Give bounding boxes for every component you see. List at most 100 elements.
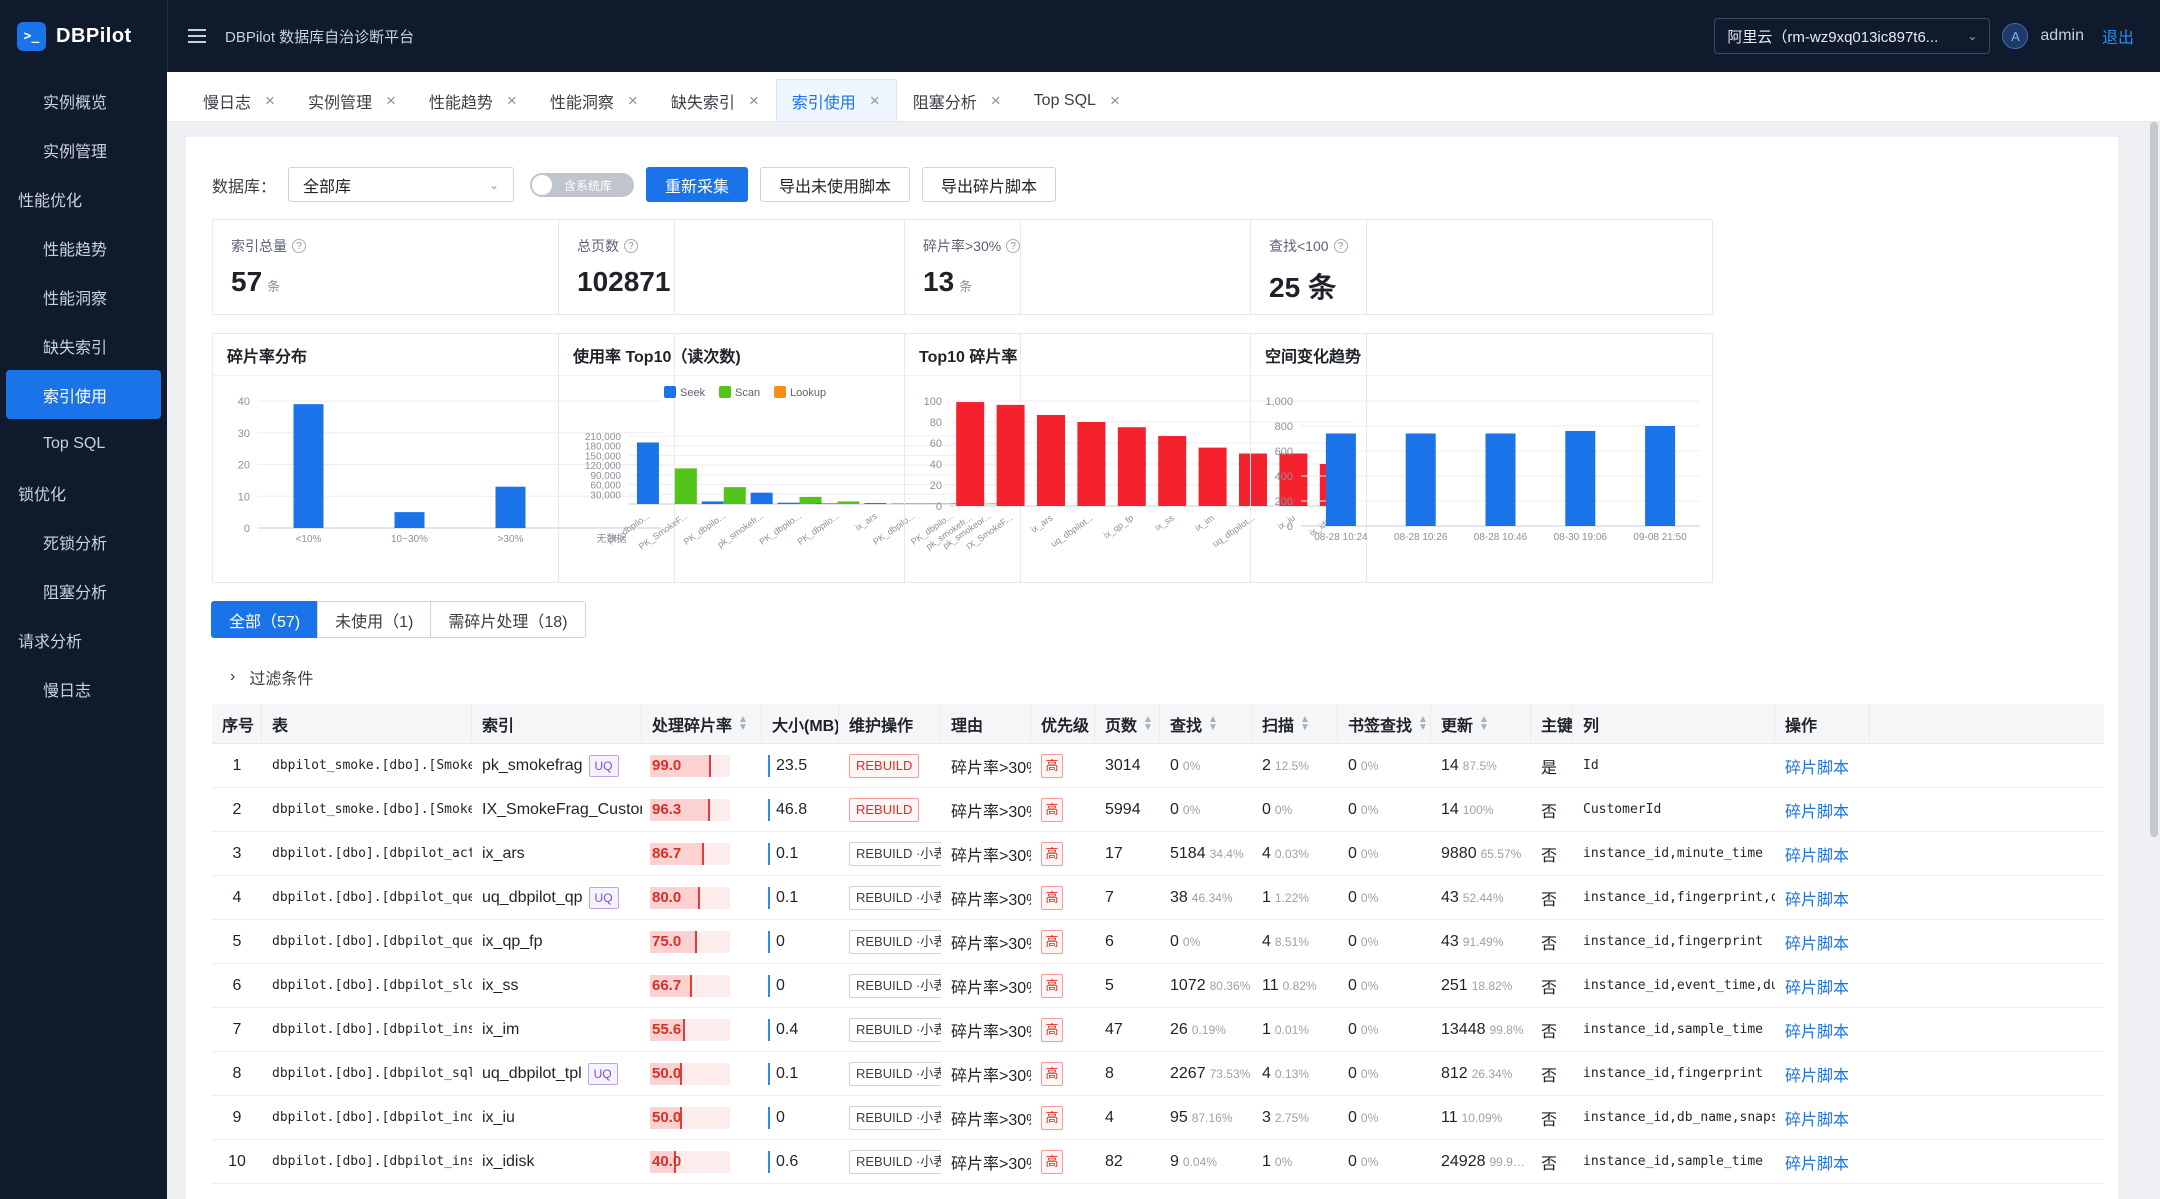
export-fragment-script-button[interactable]: 导出碎片脚本 — [922, 167, 1057, 202]
segment-1[interactable]: 未使用（1) — [317, 601, 432, 638]
sidebar-item-12[interactable]: 慢日志 — [43, 682, 92, 700]
database-select[interactable]: 全部库 ⌄ — [288, 167, 515, 202]
sort-icon[interactable]: ▲ ▼ — [1479, 713, 1489, 733]
table-cell: 否 — [1531, 1096, 1573, 1139]
close-icon[interactable]: × — [869, 90, 880, 110]
close-icon[interactable]: × — [748, 90, 759, 110]
sort-icon[interactable]: ▲ ▼ — [1418, 713, 1428, 733]
tab-1[interactable]: 实例管理 × — [292, 79, 413, 121]
table-cell: dbpilot.[dbo].[dbpilot_active_re… — [262, 832, 472, 875]
legend-label: Seek — [680, 387, 706, 399]
logout-link[interactable]: 退出 — [2101, 30, 2134, 47]
sidebar-item-0[interactable]: 实例概览 — [43, 94, 108, 112]
table-cell: 0 0% — [1338, 744, 1431, 787]
tab-0[interactable]: 慢日志 × — [187, 79, 292, 121]
sidebar-item-4[interactable]: 性能洞察 — [43, 290, 108, 308]
fragment-script-link[interactable]: 碎片脚本 — [1785, 979, 1850, 997]
seek-count: 1072 — [1170, 976, 1206, 994]
table-cell: 14 87.5% — [1431, 744, 1531, 787]
table-cell: 5 — [212, 920, 262, 963]
table-cell: 0 0% — [1338, 788, 1431, 831]
column-header: 优先级 — [1031, 704, 1095, 743]
recollect-button[interactable]: 重新采集 — [646, 167, 749, 202]
fragmentation-bar — [650, 931, 730, 953]
menu-toggle-icon[interactable] — [188, 29, 206, 43]
fragment-script-link[interactable]: 碎片脚本 — [1785, 935, 1850, 953]
priority-badge: 高 — [1041, 929, 1063, 954]
fragment-script-link[interactable]: 碎片脚本 — [1785, 891, 1850, 909]
segment-2[interactable]: 需碎片处理（18) — [430, 601, 586, 638]
sidebar-item-9[interactable]: 死锁分析 — [43, 535, 108, 553]
sort-icon[interactable]: ▲ ▼ — [1143, 713, 1153, 733]
help-icon[interactable]: ? — [624, 239, 638, 253]
seek-percent: 0.04% — [1182, 1154, 1217, 1169]
sidebar-item-8[interactable]: 锁优化 — [18, 486, 67, 504]
sort-icon[interactable]: ▲ ▼ — [738, 713, 748, 733]
column-header[interactable]: 书签查找 ▲ ▼ — [1338, 704, 1431, 743]
sidebar-item-3[interactable]: 性能趋势 — [43, 241, 108, 259]
sidebar-item-1[interactable]: 实例管理 — [43, 143, 108, 161]
bar — [815, 503, 838, 504]
column-header[interactable]: 大小(MB)▲▼ — [762, 704, 839, 743]
sidebar-item-10[interactable]: 阻塞分析 — [43, 584, 108, 602]
close-icon[interactable]: × — [265, 90, 275, 110]
sort-icon[interactable]: ▲ ▼ — [1208, 713, 1218, 733]
lookup-count: 0 — [1348, 756, 1357, 774]
include-system-db-toggle[interactable]: 含系统库 — [530, 172, 635, 197]
close-icon[interactable]: × — [506, 90, 517, 110]
update-count: 43 — [1441, 888, 1459, 906]
sidebar-item-2[interactable]: 性能优化 — [18, 192, 83, 210]
index-name: IX_SmokeFrag_CustomerId — [482, 800, 642, 818]
bar — [864, 503, 887, 504]
fragment-script-link[interactable]: 碎片脚本 — [1785, 803, 1850, 821]
column-header[interactable]: 处理碎片率 ▲ ▼ — [642, 704, 762, 743]
reason: 碎片率>30% — [951, 1067, 1031, 1085]
table-cell: 1 1.22% — [1252, 876, 1338, 919]
close-icon[interactable]: × — [1109, 90, 1120, 110]
tab-2[interactable]: 性能趋势 × — [413, 79, 534, 121]
fragment-script-link[interactable]: 碎片脚本 — [1785, 1023, 1850, 1041]
column-header[interactable]: 扫描 ▲ ▼ — [1252, 704, 1338, 743]
sidebar-item-5[interactable]: 缺失索引 — [43, 339, 108, 357]
tab-7[interactable]: Top SQL × — [1018, 79, 1137, 121]
logo[interactable]: >_ DBPilot — [0, 0, 167, 72]
sidebar-item-6[interactable]: 索引使用 — [6, 370, 161, 419]
fragment-script-link[interactable]: 碎片脚本 — [1785, 847, 1850, 865]
tab-5[interactable]: 索引使用 × — [775, 79, 897, 121]
close-icon[interactable]: × — [627, 90, 638, 110]
fragment-script-link[interactable]: 碎片脚本 — [1785, 1067, 1850, 1085]
table-cell: 碎片率>30% — [941, 876, 1031, 919]
export-unused-script-button[interactable]: 导出未使用脚本 — [760, 167, 911, 202]
filter-conditions-toggle[interactable]: › 过滤条件 — [230, 665, 313, 689]
tab-3[interactable]: 性能洞察 × — [534, 79, 655, 121]
column-header[interactable]: 页数 ▲ ▼ — [1095, 704, 1160, 743]
close-icon[interactable]: × — [385, 90, 396, 110]
sidebar-item-11[interactable]: 请求分析 — [18, 633, 83, 651]
stat-card: 查找<100? 25 条 — [1250, 219, 1713, 315]
size-bar — [768, 755, 770, 777]
fragmentation-marker — [702, 843, 705, 865]
segment-0[interactable]: 全部（57) — [211, 601, 319, 638]
help-icon[interactable]: ? — [1333, 239, 1348, 253]
help-icon[interactable]: ? — [1006, 239, 1021, 253]
column-header[interactable]: 更新 ▲ ▼ — [1431, 704, 1531, 743]
sidebar-item-7[interactable]: Top SQL — [43, 434, 106, 452]
table-cell: 0.1 — [762, 876, 839, 919]
close-icon[interactable]: × — [990, 90, 1001, 110]
table-cell: 3014 — [1095, 744, 1160, 787]
y-tick-label: 60 — [930, 438, 942, 450]
fragmentation-bar — [650, 975, 730, 997]
fragment-script-link[interactable]: 碎片脚本 — [1785, 1111, 1850, 1129]
sort-icon[interactable]: ▲ ▼ — [1300, 713, 1310, 733]
column-header[interactable]: 查找 ▲ ▼ — [1160, 704, 1252, 743]
pages: 4 — [1105, 1108, 1114, 1126]
tab-4[interactable]: 缺失索引 × — [655, 79, 776, 121]
instance-selector[interactable]: 阿里云（rm-wz9xq013ic897t6... ⌄ — [1714, 18, 1991, 54]
tab-6[interactable]: 阻塞分析 × — [897, 79, 1018, 121]
table-cell: 0 0% — [1160, 744, 1252, 787]
fragment-script-link[interactable]: 碎片脚本 — [1785, 1155, 1850, 1173]
avatar[interactable]: A — [2002, 23, 2029, 49]
help-icon[interactable]: ? — [292, 239, 306, 253]
fragment-script-link[interactable]: 碎片脚本 — [1785, 759, 1850, 777]
page-scrollbar[interactable] — [2150, 122, 2158, 837]
